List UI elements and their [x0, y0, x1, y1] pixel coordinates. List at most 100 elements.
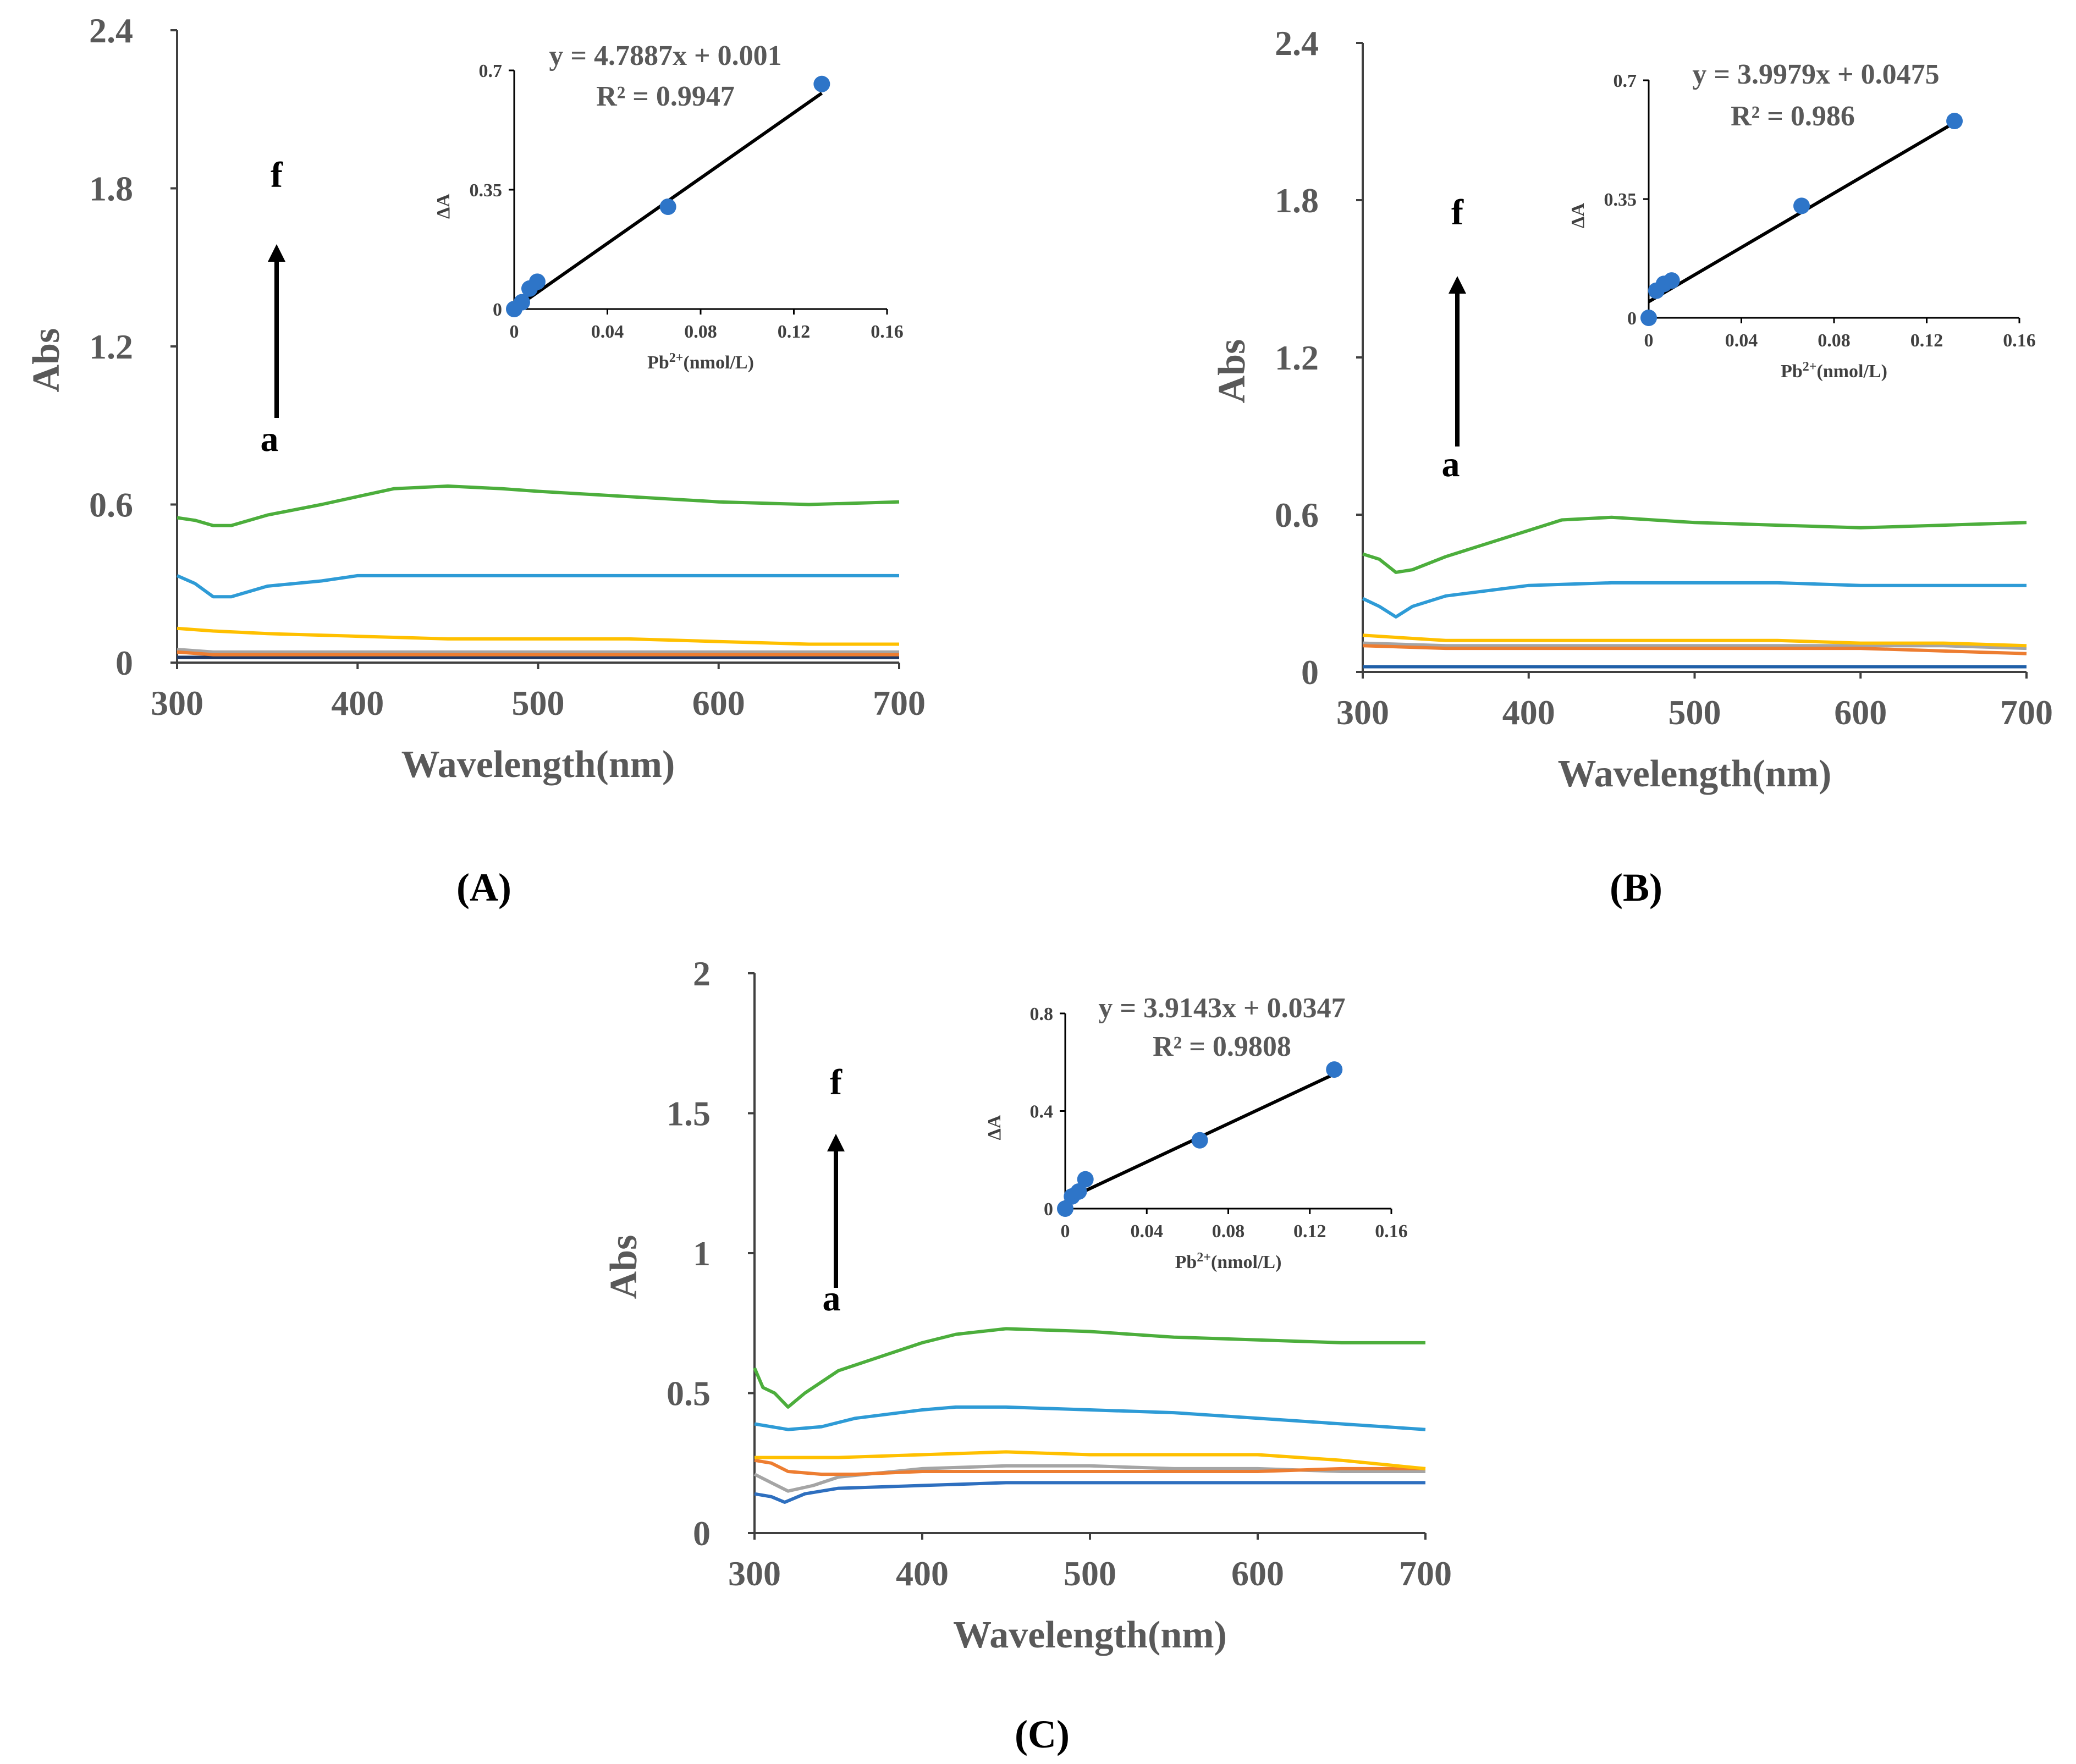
data-point [1640, 310, 1657, 326]
y-tick-label: 1.2 [1275, 338, 1319, 377]
series-line-c [177, 650, 899, 657]
inset-x-axis-title: Pb2+(nmol/L) [1781, 360, 1887, 382]
inset-y-tick-label: 0.7 [1614, 71, 1637, 91]
inset-x-tick-label: 0.16 [871, 322, 904, 342]
data-point [1191, 1132, 1208, 1149]
x-tick-label: 500 [1668, 693, 1721, 732]
inset-x-axis-title: Pb2+(nmol/L) [1175, 1250, 1282, 1272]
inset-x-tick-label: 0 [1061, 1221, 1070, 1242]
panel-b: 0 0.6 1.2 1.8 2.4 300 400 500 600 700 Wavelength(n… [1211, 24, 2053, 909]
y-tick-label: 1 [693, 1234, 711, 1273]
series-line-d [1362, 633, 2027, 648]
y-tick-label: 0 [1301, 653, 1319, 692]
x-tick-label: 600 [692, 683, 745, 723]
inset-x-tick-label: 0 [510, 322, 519, 342]
inset-y-axis-title: ΔA [984, 1115, 1005, 1140]
series-line-f [753, 1327, 1425, 1409]
y-tick-label: 0 [115, 643, 133, 682]
inset-x-tick-label: 0.12 [1910, 330, 1943, 351]
data-point [513, 294, 530, 311]
x-tick-label: 700 [873, 683, 926, 723]
data-point [1057, 1200, 1073, 1217]
inset-calibration-plot: 0 0.4 0.8 0 0.04 0.08 0.12 0.16 Pb2+(nmol/L) ΔA y … [984, 993, 1408, 1272]
panel-label: (B) [1610, 866, 1662, 909]
arrow-end-label: f [1451, 192, 1464, 233]
x-axis-title: Wavelength(nm) [1558, 753, 1832, 795]
x-tick-label: 300 [1336, 693, 1389, 732]
inset-y-tick-label: 0 [1044, 1199, 1053, 1220]
x-tick-label: 400 [331, 683, 384, 723]
inset-x-tick-label: 0.04 [591, 322, 624, 342]
inset-x-tick-label: 0.08 [684, 322, 717, 342]
inset-x-tick-label: 0.16 [2003, 330, 2036, 351]
x-tick-label: 300 [151, 683, 203, 723]
inset-y-tick-label: 0 [493, 300, 502, 320]
inset-y-tick-label: 0.35 [470, 180, 503, 201]
x-tick-label: 700 [1399, 1554, 1452, 1593]
inset-y-tick-label: 0.7 [479, 61, 503, 81]
inset-y-axis-title: ΔA [433, 194, 454, 219]
series-line-a [754, 1481, 1425, 1504]
inset-y-tick-label: 0.35 [1604, 190, 1637, 210]
data-point [1793, 197, 1810, 214]
arrow-end-label: f [830, 1062, 842, 1102]
y-tick-label: 2.4 [1275, 24, 1319, 63]
panel-label: (A) [456, 866, 511, 909]
data-point [1326, 1061, 1343, 1078]
x-tick-label: 600 [1231, 1554, 1284, 1593]
inset-x-tick-label: 0.08 [1212, 1221, 1245, 1242]
series-line-b [1362, 641, 2027, 651]
inset-x-tick-label: 0.08 [1818, 330, 1851, 351]
y-tick-label: 2.4 [89, 11, 133, 50]
arrow-start-label: a [1442, 444, 1460, 484]
inset-y-tick-label: 0.4 [1030, 1102, 1054, 1122]
fit-equation: y = 3.9979x + 0.0475 [1692, 59, 1939, 90]
inset-calibration-plot: 0 0.35 0.7 0 0.04 0.08 0.12 0.16 Pb2+(nmol/L) ΔA y… [1568, 59, 2036, 382]
x-axis-title: Wavelength(nm) [401, 743, 675, 786]
data-point [1663, 272, 1680, 289]
series-line-d [177, 626, 899, 646]
inset-y-axis-title: ΔA [1568, 203, 1588, 228]
data-point [1077, 1171, 1094, 1188]
series-line-e [754, 1405, 1426, 1431]
inset-y-tick-label: 0 [1627, 308, 1637, 329]
panel-c: 0 0.5 1 1.5 2 300 400 500 600 700 Wavelength(nm) Ab… [603, 954, 1452, 1756]
data-point [1070, 1183, 1087, 1200]
series-line-d [755, 1450, 1426, 1470]
inset-x-tick-label: 0.12 [778, 322, 811, 342]
fit-r-squared: R² = 0.9947 [596, 81, 735, 112]
inset-x-axis-title: Pb2+(nmol/L) [647, 351, 754, 373]
series-line-c [1362, 644, 2027, 655]
x-tick-label: 300 [728, 1554, 781, 1593]
panel-label: (C) [1015, 1712, 1070, 1756]
fit-equation: y = 4.7887x + 0.001 [549, 40, 781, 71]
y-tick-label: 0 [693, 1514, 711, 1553]
y-axis-title: Abs [1211, 339, 1253, 404]
series-line-e [1362, 581, 2027, 619]
x-tick-label: 400 [896, 1554, 949, 1593]
panel-a: 0 0.6 1.2 1.8 2.4 300 400 500 600 700 Wavelength(n… [25, 11, 926, 909]
x-tick-label: 500 [1064, 1554, 1116, 1593]
series-line-e [176, 574, 899, 599]
data-point [659, 199, 676, 215]
arrow-start-label: a [823, 1278, 841, 1319]
inset-x-tick-label: 0.04 [1725, 330, 1758, 351]
y-tick-label: 1.5 [667, 1094, 711, 1133]
data-point [813, 75, 830, 92]
data-point [528, 273, 546, 290]
y-tick-label: 0.6 [89, 486, 133, 525]
x-tick-label: 500 [512, 683, 565, 723]
y-tick-label: 1.8 [89, 169, 133, 208]
y-tick-label: 1.2 [89, 327, 133, 366]
arrow-end-label: f [271, 155, 283, 195]
inset-x-tick-label: 0.04 [1131, 1221, 1164, 1242]
y-axis-title: Abs [25, 328, 68, 393]
series-line-f [1362, 515, 2027, 574]
y-axis-title: Abs [603, 1235, 645, 1299]
fit-equation: y = 3.9143x + 0.0347 [1098, 993, 1345, 1024]
series-line-c [754, 1458, 1425, 1476]
inset-x-tick-label: 0.12 [1293, 1221, 1326, 1242]
inset-x-tick-label: 0.16 [1375, 1221, 1408, 1242]
series-line-b [177, 648, 899, 654]
